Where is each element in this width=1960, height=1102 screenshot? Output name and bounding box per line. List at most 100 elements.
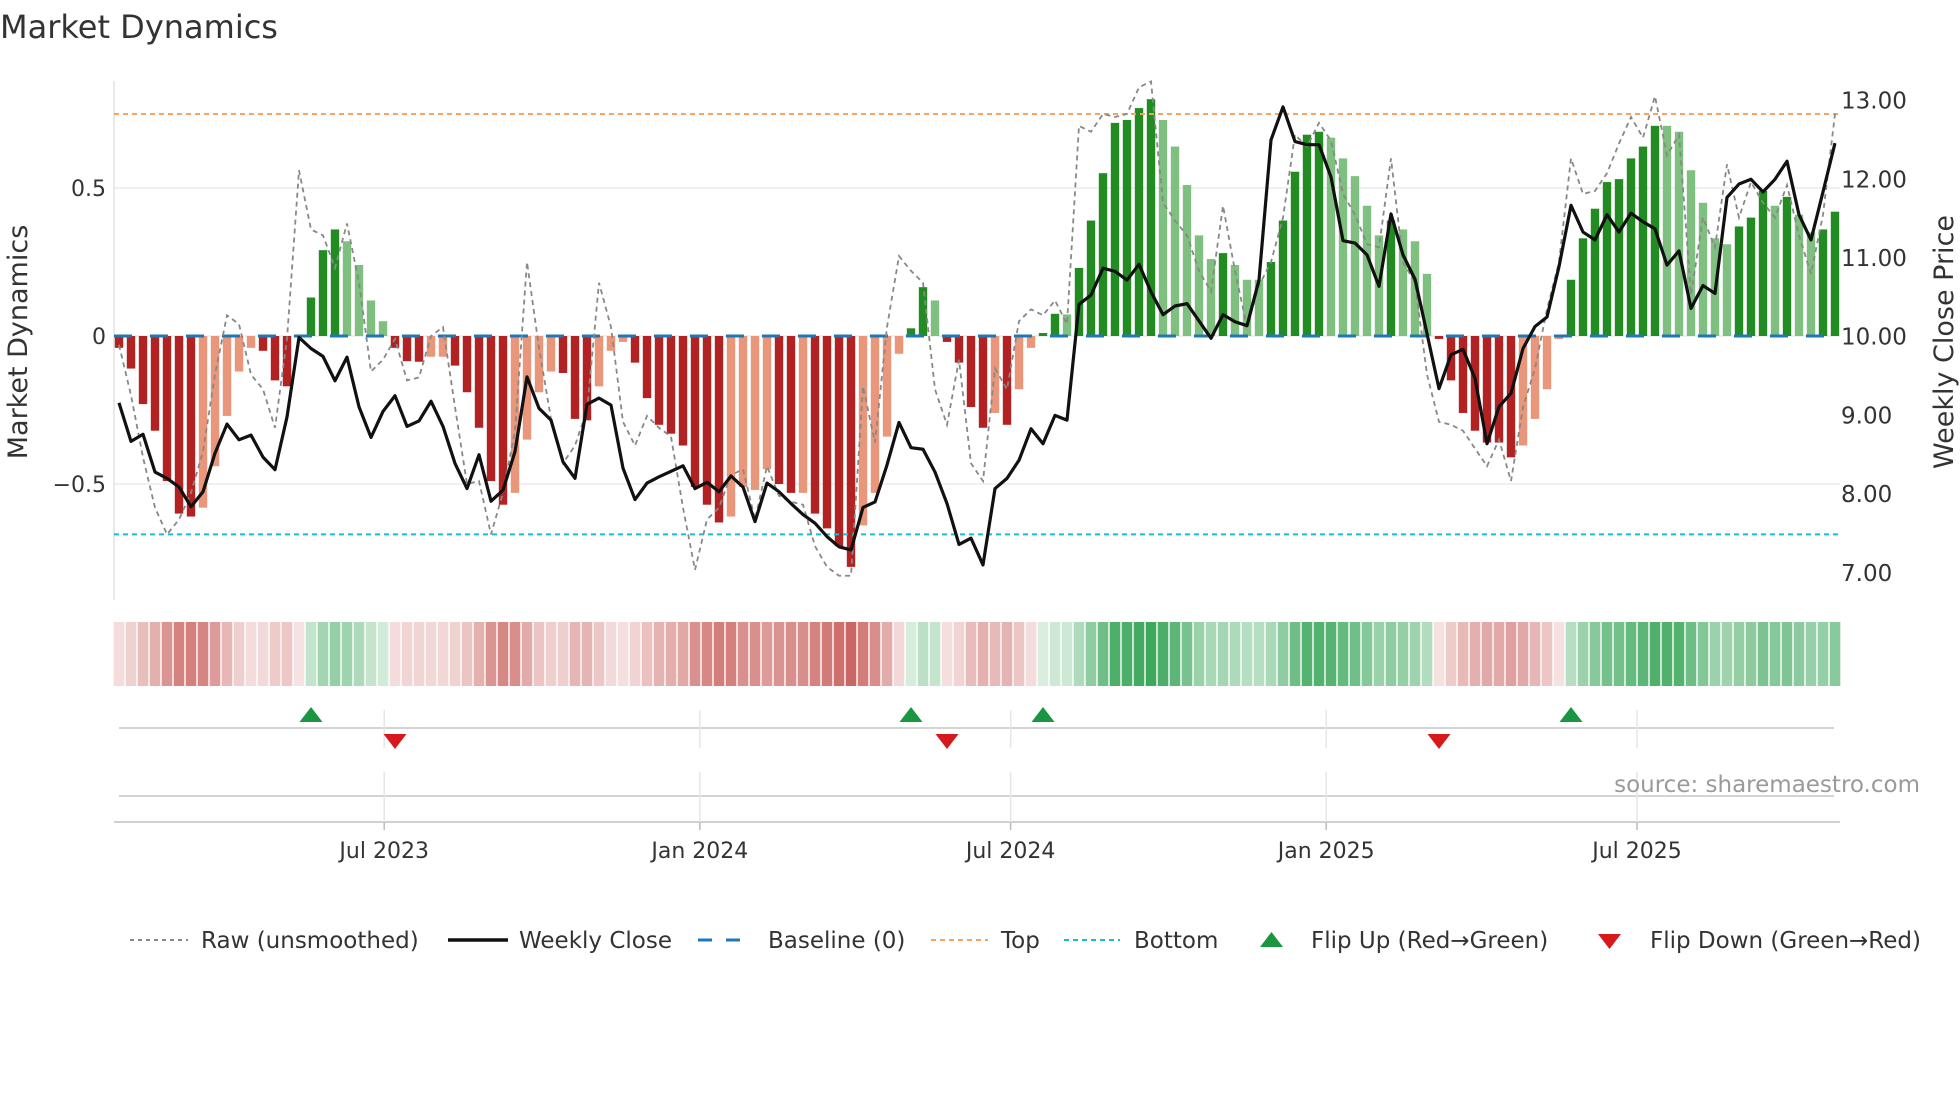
gridlines bbox=[114, 187, 1840, 485]
x-tick-label: Jan 2025 bbox=[1276, 839, 1375, 864]
strip-cell bbox=[1565, 622, 1577, 686]
momentum-bar bbox=[1098, 173, 1108, 336]
strip-cell bbox=[641, 622, 653, 686]
right-y-tick-label: 9.00 bbox=[1841, 403, 1892, 429]
strip-cell bbox=[197, 622, 209, 686]
momentum-bar bbox=[1818, 229, 1828, 336]
strip-cell bbox=[437, 622, 449, 686]
right-y-axis-label: Weekly Close Price bbox=[1929, 215, 1960, 469]
strip-cell bbox=[1637, 622, 1649, 686]
momentum-bar bbox=[558, 336, 568, 373]
momentum-bar bbox=[114, 336, 124, 348]
momentum-bar bbox=[1362, 205, 1372, 336]
strip-cell bbox=[245, 622, 257, 686]
momentum-bar bbox=[1782, 196, 1792, 336]
momentum-bar bbox=[126, 336, 136, 369]
momentum-bar bbox=[1578, 238, 1588, 336]
strip-cell bbox=[809, 622, 821, 686]
momentum-bar bbox=[1050, 313, 1060, 336]
strip-cell bbox=[593, 622, 605, 686]
strip-cell bbox=[1325, 622, 1337, 686]
strip-cell bbox=[1121, 622, 1133, 686]
flip-down-marker bbox=[1427, 734, 1451, 749]
momentum-bar bbox=[1206, 259, 1216, 336]
strip-cell bbox=[1193, 622, 1205, 686]
strip-cell bbox=[545, 622, 557, 686]
strip-cell bbox=[1049, 622, 1061, 686]
momentum-bar bbox=[138, 336, 148, 405]
strip-cell bbox=[1013, 622, 1025, 686]
chart-title: Market Dynamics bbox=[0, 8, 278, 46]
momentum-bar bbox=[1398, 229, 1408, 336]
strip-cell bbox=[413, 622, 425, 686]
momentum-bar bbox=[1314, 131, 1324, 336]
strip-cell bbox=[257, 622, 269, 686]
strip-cell bbox=[1229, 622, 1241, 686]
momentum-bar bbox=[1146, 99, 1156, 336]
momentum-bar bbox=[1086, 220, 1096, 336]
momentum-bar bbox=[246, 336, 256, 348]
momentum-bar bbox=[1746, 217, 1756, 336]
source-watermark: source: sharemaestro.com bbox=[1614, 772, 1920, 798]
strip-cell bbox=[1409, 622, 1421, 686]
strip-cell bbox=[1757, 622, 1769, 686]
momentum-bar bbox=[654, 336, 664, 425]
momentum-bar bbox=[762, 336, 772, 470]
legend-item-bottom: Bottom bbox=[1064, 928, 1218, 954]
momentum-bar bbox=[1518, 336, 1528, 446]
strip-cell bbox=[341, 622, 353, 686]
momentum-bar bbox=[342, 241, 352, 336]
x-tick-label: Jul 2025 bbox=[1590, 839, 1682, 864]
strip-cell bbox=[173, 622, 185, 686]
strip-cell bbox=[653, 622, 665, 686]
legend-raw-label: Raw (unsmoothed) bbox=[201, 928, 419, 954]
momentum-bar bbox=[1122, 119, 1132, 336]
momentum-bar bbox=[678, 336, 688, 446]
flip-markers bbox=[299, 707, 1583, 749]
momentum-bar bbox=[498, 336, 508, 505]
strip-cell bbox=[1481, 622, 1493, 686]
strip-cell bbox=[281, 622, 293, 686]
strip-cell bbox=[1241, 622, 1253, 686]
left-y-tick-label: 0.5 bbox=[71, 177, 106, 202]
strip-cell bbox=[1037, 622, 1049, 686]
strip-cell bbox=[1661, 622, 1673, 686]
strip-cell bbox=[449, 622, 461, 686]
strip-cell bbox=[1385, 622, 1397, 686]
momentum-bar bbox=[870, 336, 880, 493]
strip-cell bbox=[761, 622, 773, 686]
momentum-bar bbox=[1542, 336, 1552, 390]
strip-cell bbox=[509, 622, 521, 686]
strip-cell bbox=[365, 622, 377, 686]
momentum-bar bbox=[858, 336, 868, 526]
legend-flip-down-label: Flip Down (Green→Red) bbox=[1650, 928, 1921, 954]
momentum-bar bbox=[198, 336, 208, 508]
momentum-bar bbox=[222, 336, 232, 416]
momentum-bar bbox=[1830, 211, 1840, 336]
strip-cell bbox=[1145, 622, 1157, 686]
momentum-bar bbox=[258, 336, 268, 351]
strip-cell bbox=[1541, 622, 1553, 686]
momentum-bar bbox=[150, 336, 160, 431]
momentum-bar bbox=[1674, 131, 1684, 336]
strip-cell bbox=[557, 622, 569, 686]
strip-cell bbox=[785, 622, 797, 686]
right-y-tick-label: 12.00 bbox=[1841, 167, 1907, 193]
momentum-bar bbox=[486, 336, 496, 482]
legend-item-raw: Raw (unsmoothed) bbox=[130, 928, 419, 954]
strip-cell bbox=[1373, 622, 1385, 686]
strip-cell bbox=[533, 622, 545, 686]
momentum-bar bbox=[726, 336, 736, 517]
momentum-bar bbox=[1386, 220, 1396, 336]
strip-cell bbox=[941, 622, 953, 686]
legend-item-flip-down: Flip Down (Green→Red) bbox=[1598, 928, 1921, 954]
momentum-bar bbox=[1278, 220, 1288, 336]
strip-cell bbox=[1253, 622, 1265, 686]
momentum-bar bbox=[162, 336, 172, 482]
momentum-bar bbox=[666, 336, 676, 434]
strip-cell bbox=[1529, 622, 1541, 686]
momentum-bar bbox=[1134, 108, 1144, 336]
strip-cell bbox=[1301, 622, 1313, 686]
strip-cell bbox=[1421, 622, 1433, 686]
